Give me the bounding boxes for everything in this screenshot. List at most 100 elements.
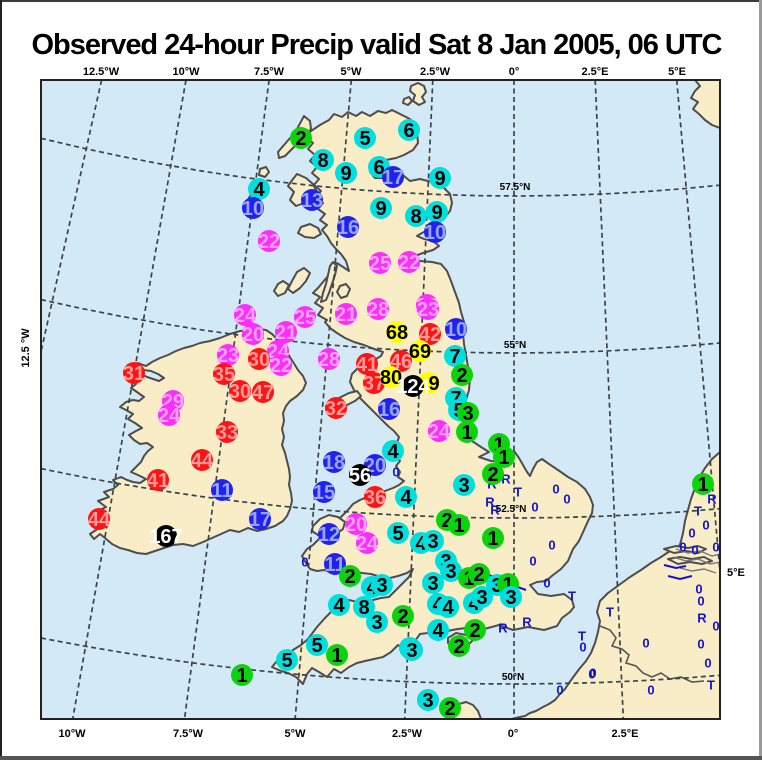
svg-text:3: 3 xyxy=(505,587,516,609)
svg-text:1: 1 xyxy=(502,574,513,596)
svg-text:5°E: 5°E xyxy=(668,66,686,78)
svg-text:35: 35 xyxy=(213,364,235,386)
svg-text:0: 0 xyxy=(712,619,719,634)
svg-text:4: 4 xyxy=(333,595,345,617)
svg-text:44: 44 xyxy=(88,509,111,531)
svg-text:30: 30 xyxy=(229,381,251,403)
svg-text:5: 5 xyxy=(311,635,322,657)
svg-text:0: 0 xyxy=(695,582,702,597)
svg-text:124: 124 xyxy=(396,376,430,398)
svg-text:R: R xyxy=(697,611,707,626)
svg-text:5: 5 xyxy=(281,650,292,672)
svg-text:50°N: 50°N xyxy=(502,672,524,683)
svg-text:23: 23 xyxy=(217,345,239,367)
svg-text:R: R xyxy=(501,472,511,487)
svg-text:9: 9 xyxy=(434,168,445,190)
svg-text:T: T xyxy=(694,504,702,519)
svg-text:R: R xyxy=(707,492,717,507)
svg-text:8: 8 xyxy=(358,597,369,619)
svg-text:17: 17 xyxy=(382,167,404,189)
svg-text:22: 22 xyxy=(398,252,420,274)
svg-text:0: 0 xyxy=(688,526,695,541)
svg-text:5°W: 5°W xyxy=(285,728,307,740)
svg-text:24: 24 xyxy=(428,421,451,443)
svg-text:56: 56 xyxy=(349,465,371,487)
svg-text:44: 44 xyxy=(191,450,214,472)
svg-text:0: 0 xyxy=(647,683,654,698)
svg-text:69: 69 xyxy=(409,341,431,363)
svg-text:28: 28 xyxy=(367,299,389,321)
svg-text:18: 18 xyxy=(323,452,345,474)
svg-text:167: 167 xyxy=(149,526,182,548)
svg-text:0: 0 xyxy=(529,554,536,569)
svg-text:5: 5 xyxy=(392,523,403,545)
svg-text:0°: 0° xyxy=(508,728,519,740)
svg-text:24: 24 xyxy=(356,533,379,555)
svg-text:21: 21 xyxy=(335,304,357,326)
svg-text:7.5°W: 7.5°W xyxy=(254,66,285,78)
svg-text:10: 10 xyxy=(424,222,446,244)
svg-text:6: 6 xyxy=(373,157,384,179)
svg-text:32: 32 xyxy=(325,398,347,420)
svg-text:11: 11 xyxy=(324,554,345,576)
svg-text:10°W: 10°W xyxy=(58,728,86,740)
svg-text:47: 47 xyxy=(252,382,274,404)
svg-text:2: 2 xyxy=(473,564,484,586)
svg-text:R: R xyxy=(498,621,508,636)
svg-text:7: 7 xyxy=(450,388,461,410)
svg-text:10: 10 xyxy=(242,198,264,220)
svg-text:2: 2 xyxy=(397,606,408,628)
svg-text:25: 25 xyxy=(294,307,316,329)
svg-text:2: 2 xyxy=(456,365,467,387)
svg-text:3: 3 xyxy=(422,690,433,712)
svg-text:41: 41 xyxy=(147,470,169,492)
svg-text:24: 24 xyxy=(158,405,181,427)
svg-text:23: 23 xyxy=(417,299,439,321)
svg-text:3: 3 xyxy=(371,612,382,634)
svg-text:21: 21 xyxy=(275,322,297,344)
svg-text:4: 4 xyxy=(387,441,399,463)
svg-text:1: 1 xyxy=(331,645,342,667)
svg-text:15: 15 xyxy=(313,482,335,504)
svg-text:0: 0 xyxy=(552,482,559,497)
svg-text:3: 3 xyxy=(427,573,438,595)
svg-text:20: 20 xyxy=(242,324,264,346)
svg-text:T: T xyxy=(606,605,614,620)
svg-text:13: 13 xyxy=(301,190,323,212)
svg-text:R: R xyxy=(485,495,495,510)
svg-text:R: R xyxy=(490,503,500,518)
svg-text:3: 3 xyxy=(462,403,473,425)
svg-text:7.5°W: 7.5°W xyxy=(173,728,204,740)
svg-text:0: 0 xyxy=(589,666,596,681)
svg-text:16: 16 xyxy=(337,217,359,239)
svg-text:5°W: 5°W xyxy=(341,66,363,78)
svg-text:52.5°N: 52.5°N xyxy=(496,504,527,515)
svg-text:1: 1 xyxy=(493,434,504,456)
svg-text:3: 3 xyxy=(491,575,502,597)
svg-text:10°W: 10°W xyxy=(172,66,200,78)
svg-text:12.5 °W: 12.5 °W xyxy=(20,328,32,368)
svg-text:9: 9 xyxy=(375,198,386,220)
svg-text:41: 41 xyxy=(356,354,378,376)
svg-text:0: 0 xyxy=(563,492,570,507)
svg-text:Observed 24-hour Precip valid: Observed 24-hour Precip valid Sat 8 Jan … xyxy=(32,29,723,61)
svg-text:0: 0 xyxy=(704,656,711,671)
svg-text:4: 4 xyxy=(442,597,454,619)
svg-text:20: 20 xyxy=(345,514,367,536)
svg-text:0: 0 xyxy=(679,540,686,555)
svg-text:22: 22 xyxy=(270,355,292,377)
svg-text:3: 3 xyxy=(476,587,487,609)
svg-text:31: 31 xyxy=(123,363,145,385)
svg-text:0: 0 xyxy=(691,543,698,558)
svg-text:2.5°W: 2.5°W xyxy=(420,66,451,78)
svg-text:6: 6 xyxy=(403,120,414,142)
svg-text:9: 9 xyxy=(340,163,351,185)
svg-text:7: 7 xyxy=(449,346,460,368)
svg-text:24: 24 xyxy=(234,305,257,327)
svg-text:55°N: 55°N xyxy=(504,340,526,351)
svg-text:10: 10 xyxy=(445,319,467,341)
svg-text:2: 2 xyxy=(344,566,355,588)
svg-text:3: 3 xyxy=(427,531,438,553)
svg-text:42: 42 xyxy=(419,324,441,346)
svg-text:4: 4 xyxy=(432,620,444,642)
